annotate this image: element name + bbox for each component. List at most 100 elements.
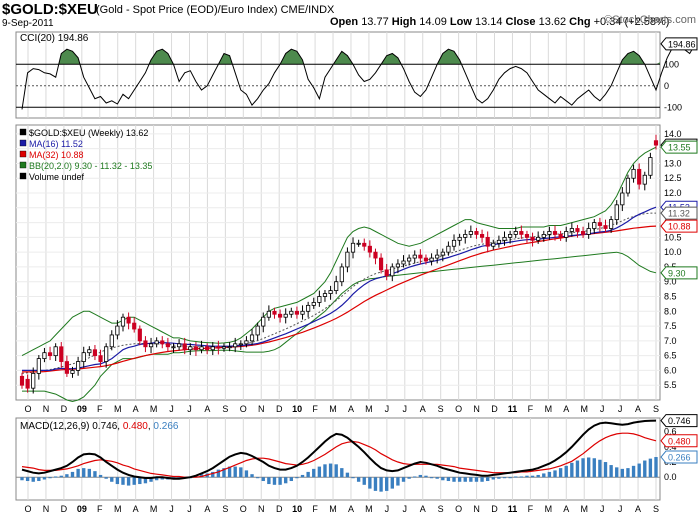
- price-tick-label: 9.0: [664, 277, 677, 287]
- candle-body: [423, 257, 429, 262]
- macd-x-label: D: [491, 504, 498, 514]
- price-legend-swatch: [19, 172, 27, 180]
- price-x-label: J: [385, 404, 390, 414]
- candle-body: [603, 225, 608, 229]
- candle-body: [378, 257, 384, 271]
- candle-body: [205, 346, 210, 351]
- price-x-label: O: [24, 404, 31, 414]
- price-legend-item: BB(20,2.0) 9.30 - 11.32 - 13.35: [29, 161, 152, 171]
- cci-tick-label: -100: [664, 102, 682, 112]
- candle-body: [255, 325, 260, 336]
- macd-histogram-bar: [328, 463, 333, 478]
- hist-value-tag: [660, 450, 698, 464]
- macd-histogram-bar: [37, 477, 41, 482]
- macd-histogram-bar: [424, 475, 428, 478]
- candle-body: [362, 242, 367, 247]
- candle-body: [648, 157, 653, 176]
- candle-body: [244, 340, 249, 345]
- macd-histogram-bar: [643, 460, 647, 478]
- macd-legend: MACD(12,26,9) 0.746, 0.480, 0.266: [20, 421, 179, 432]
- price-x-label: A: [133, 404, 139, 414]
- macd-legend-macd: MACD(12,26,9) 0.746,: [20, 421, 123, 432]
- candle-body: [524, 234, 530, 238]
- macd-histogram-bar: [267, 477, 271, 485]
- cci-line: [21, 42, 696, 110]
- macd-x-label: S: [438, 504, 444, 514]
- price-legend-item: MA(32) 10.88: [29, 150, 84, 160]
- candle-body: [272, 310, 277, 315]
- candle-body: [120, 316, 126, 327]
- macd-histogram-bar: [199, 474, 204, 478]
- candle-body: [609, 219, 614, 229]
- macd-x-label: M: [580, 504, 588, 514]
- macd-histogram-bar: [508, 477, 512, 479]
- open-value: 13.77: [361, 16, 389, 28]
- macd-histogram-bar: [564, 465, 568, 478]
- price-x-label: A: [635, 404, 641, 414]
- candle-body: [109, 334, 114, 348]
- macd-legend-hist: 0.266: [153, 421, 178, 432]
- macd-x-label: F: [97, 504, 103, 514]
- close-label: Close: [505, 16, 536, 28]
- signal-value-tag-label: 0.480: [668, 436, 691, 446]
- chg-value: +0.34 (+2.58%): [593, 16, 670, 28]
- macd-histogram-bar: [261, 477, 265, 482]
- macd-x-label: M: [150, 504, 158, 514]
- candle-body: [300, 310, 305, 315]
- price-x-label: D: [276, 404, 283, 414]
- macd-histogram-bar: [469, 477, 473, 482]
- price-x-label: J: [403, 404, 408, 414]
- macd-x-label: O: [24, 504, 31, 514]
- macd-x-label: J: [403, 504, 408, 514]
- macd-histogram-bar: [603, 462, 608, 478]
- price-x-label: N: [473, 404, 480, 414]
- macd-x-label: N: [473, 504, 480, 514]
- candle-body: [502, 236, 507, 241]
- macd-x-label: A: [420, 504, 426, 514]
- candle-body: [92, 349, 98, 357]
- candle-body: [322, 293, 328, 297]
- signal-value-tag: [660, 434, 698, 448]
- cci-panel: [15, 31, 661, 119]
- low-label: Low: [449, 16, 472, 28]
- candle-body: [530, 236, 535, 241]
- price-x-label: S: [438, 404, 444, 414]
- macd-histogram-bar: [98, 474, 103, 478]
- price-x-label: F: [97, 404, 103, 414]
- candle-body: [479, 234, 485, 238]
- macd-x-label: O: [240, 504, 247, 514]
- price-x-label: M: [114, 404, 122, 414]
- candle-body: [188, 346, 193, 351]
- macd-histogram-bar: [132, 477, 136, 485]
- macd-histogram-bar: [211, 471, 215, 478]
- candle-body: [401, 260, 406, 265]
- price-tick-label: 8.5: [664, 292, 677, 302]
- macd-histogram-bar: [547, 471, 552, 478]
- candle-body: [59, 346, 64, 362]
- macd-histogram-bar: [418, 474, 423, 478]
- macd-histogram-bar: [76, 468, 80, 478]
- price-legend-swatch: [19, 161, 27, 169]
- macd-value-tag-label: 0.746: [668, 416, 691, 426]
- price-x-label: A: [563, 404, 569, 414]
- macd-x-label: 11: [508, 504, 518, 514]
- macd-histogram-bar: [598, 459, 602, 478]
- candle-body: [373, 251, 378, 259]
- macd-histogram-bar: [491, 477, 495, 480]
- macd-histogram-bar: [149, 477, 153, 482]
- candle-body: [154, 340, 159, 345]
- price-x-label: J: [169, 404, 174, 414]
- price-x-label: F: [528, 404, 534, 414]
- candle-body: [569, 228, 574, 232]
- candle-body: [558, 234, 563, 238]
- macd-histogram-bar: [143, 477, 148, 484]
- macd-histogram-bar: [53, 476, 58, 478]
- macd-histogram-bar: [502, 477, 507, 479]
- macd-line: [21, 419, 657, 480]
- macd-histogram-bar: [334, 464, 338, 478]
- macd-x-label: M: [365, 504, 373, 514]
- price-tick-label: 6.0: [664, 365, 677, 375]
- price-tick-label: 8.0: [664, 306, 677, 316]
- candle-body: [564, 231, 569, 238]
- candle-body: [350, 242, 356, 253]
